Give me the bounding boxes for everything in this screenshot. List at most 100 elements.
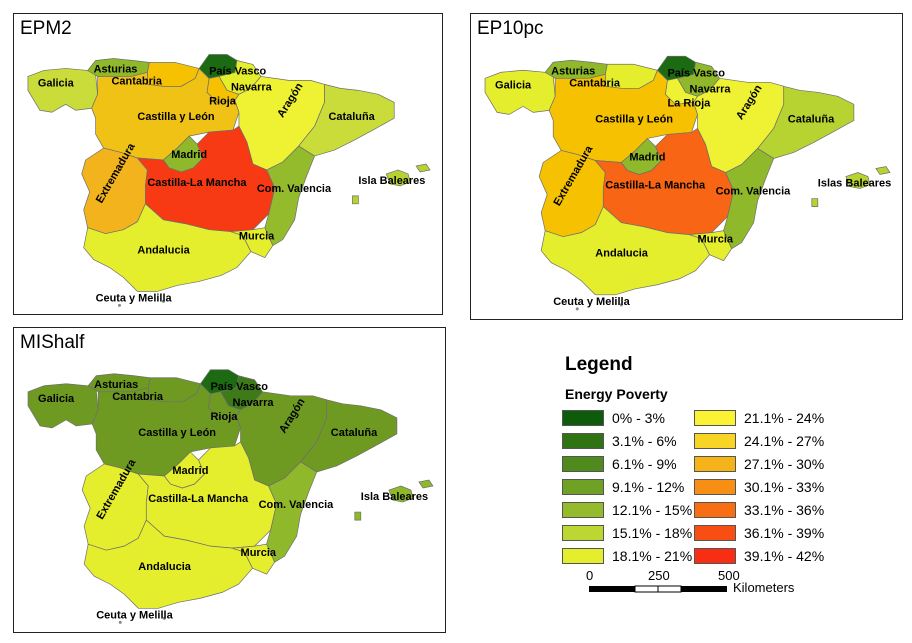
label-murcia: Murcia	[239, 231, 275, 243]
label-clamancha: Castilla-La Mancha	[605, 180, 706, 192]
region-murcia	[232, 543, 276, 575]
region-valencia	[723, 148, 775, 250]
label-clamancha: Castilla-La Mancha	[147, 177, 247, 189]
region-valencia	[264, 145, 316, 247]
region-ceuta-melilla-0	[118, 620, 122, 624]
legend-swatch	[562, 525, 604, 541]
region-andalucia	[83, 519, 253, 609]
legend-label: 27.1% - 30%	[744, 456, 825, 472]
label-valencia: Com. Valencia	[716, 186, 792, 198]
legend-swatch	[562, 433, 604, 449]
region-andalucia	[540, 206, 710, 296]
scale-unit: Kilometers	[733, 580, 795, 595]
legend-swatch	[694, 433, 736, 449]
legend-item: 21.1% - 24%	[694, 408, 824, 428]
label-clamancha: Castilla-La Mancha	[148, 493, 249, 505]
label-navarra: Navarra	[690, 83, 732, 95]
region-ceuta-melilla-1	[162, 616, 166, 620]
legend-label: 36.1% - 39%	[744, 525, 825, 541]
legend: Legend Energy Poverty 0% - 3% 3.1% - 6% 6.…	[562, 352, 902, 602]
legend-label: 33.1% - 36%	[744, 502, 825, 518]
region-ceuta-melilla-0	[118, 303, 121, 307]
legend-swatch	[562, 410, 604, 426]
label-baleares: Isla Baleares	[361, 491, 428, 503]
label-castilla: Castilla y León	[595, 113, 673, 125]
legend-item: 33.1% - 36%	[694, 500, 824, 520]
legend-item: 24.1% - 27%	[694, 431, 824, 451]
legend-item: 6.1% - 9%	[562, 454, 677, 474]
region-menorca	[875, 166, 891, 175]
legend-swatch	[694, 525, 736, 541]
map-panel-epm2: Galicia Asturias Cantabria País Vasco Navarr…	[13, 13, 443, 315]
region-cataluna	[757, 85, 855, 159]
label-murcia: Murcia	[698, 234, 734, 246]
legend-item: 27.1% - 30%	[694, 454, 824, 474]
label-galicia: Galicia	[38, 77, 75, 89]
panel-title: EP10pc	[477, 18, 544, 39]
label-andalucia: Andalucia	[137, 245, 190, 257]
legend-heading: Energy Poverty	[565, 386, 668, 402]
label-cataluna: Cataluña	[329, 111, 376, 123]
region-menorca	[415, 163, 431, 173]
legend-label: 21.1% - 24%	[744, 410, 825, 426]
legend-label: 12.1% - 15%	[612, 502, 693, 518]
label-castilla: Castilla y León	[138, 427, 216, 439]
legend-label: 6.1% - 9%	[612, 456, 677, 472]
legend-item: 30.1% - 33%	[694, 477, 824, 497]
region-ceuta-melilla-1	[619, 303, 623, 307]
label-paisvasco: País Vasco	[209, 65, 266, 77]
region-mallorca	[385, 169, 411, 187]
legend-label: 0% - 3%	[612, 410, 665, 426]
label-madrid: Madrid	[171, 149, 207, 161]
legend-swatch	[694, 410, 736, 426]
label-rioja: Rioja	[209, 95, 237, 107]
region-valencia	[266, 461, 318, 563]
region-ibiza	[354, 511, 362, 521]
label-valencia: Com. Valencia	[257, 183, 332, 195]
scale-tick-0: 0	[586, 568, 594, 583]
region-cataluna	[300, 399, 398, 473]
legend-label: 24.1% - 27%	[744, 433, 825, 449]
map-panel-ep10pc: Galicia Asturias Cantabria País Vasco Navarr…	[470, 13, 903, 320]
legend-item: 0% - 3%	[562, 408, 665, 428]
legend-item: 39.1% - 42%	[694, 546, 824, 566]
region-murcia	[689, 230, 733, 262]
region-ceuta-melilla-0	[575, 307, 579, 311]
label-ceuta: Ceuta y Melilla	[553, 296, 630, 308]
legend-label: 30.1% - 33%	[744, 479, 825, 495]
legend-label: 15.1% - 18%	[612, 525, 693, 541]
label-baleares: Isla Baleares	[358, 175, 425, 187]
label-castilla: Castilla y León	[137, 111, 214, 123]
label-madrid: Madrid	[172, 465, 208, 477]
label-navarra: Navarra	[231, 81, 273, 93]
label-cataluna: Cataluña	[788, 113, 835, 125]
legend-label: 9.1% - 12%	[612, 479, 685, 495]
label-paisvasco: País Vasco	[210, 381, 268, 393]
region-ceuta-melilla-1	[161, 299, 165, 303]
legend-item: 15.1% - 18%	[562, 523, 692, 543]
panel-title: EPM2	[20, 18, 72, 39]
label-cantabria: Cantabria	[112, 75, 163, 87]
legend-item: 12.1% - 15%	[562, 500, 692, 520]
label-navarra: Navarra	[233, 397, 275, 409]
scale-tick-250: 250	[648, 568, 670, 583]
label-murcia: Murcia	[241, 547, 277, 559]
region-murcia	[230, 227, 274, 258]
label-galicia: Galicia	[38, 393, 75, 405]
label-asturias: Asturias	[551, 65, 595, 77]
legend-swatch	[694, 456, 736, 472]
legend-item: 3.1% - 6%	[562, 431, 677, 451]
map-panel-mishalf: Galicia Asturias Cantabria País Vasco Navarr…	[13, 327, 446, 633]
label-cataluna: Cataluña	[331, 427, 378, 439]
region-menorca	[418, 479, 434, 489]
region-galicia	[484, 69, 556, 115]
label-cantabria: Cantabria	[569, 77, 621, 89]
label-baleares: Islas Baleares	[818, 178, 892, 190]
region-andalucia	[83, 203, 252, 292]
legend-swatch	[694, 502, 736, 518]
region-mallorca	[845, 172, 871, 189]
label-asturias: Asturias	[94, 379, 138, 391]
label-andalucia: Andalucia	[595, 248, 649, 260]
